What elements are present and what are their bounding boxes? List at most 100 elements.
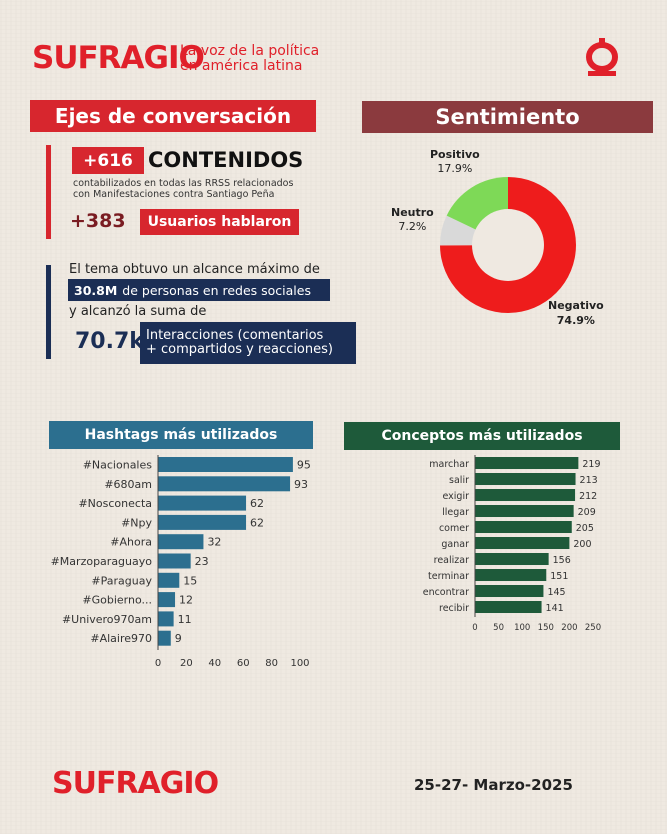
bar-4 — [475, 521, 572, 533]
value-label: 95 — [297, 459, 311, 472]
alcance-text3: y alcanzó la suma de — [69, 304, 207, 319]
alcance-text1: El tema obtuvo un alcance máximo de — [69, 262, 320, 277]
tagline: La voz de la política en américa latina — [180, 44, 319, 74]
x-tick-label: 100 — [514, 623, 530, 633]
positivo-label-value: 17.9% — [437, 162, 473, 175]
category-label: comer — [439, 523, 469, 534]
x-tick-label: 100 — [290, 658, 309, 667]
value-label: 145 — [547, 587, 565, 598]
category-label: #Npy — [121, 516, 152, 529]
footer-date: 25-27- Marzo-2025 — [414, 776, 573, 794]
category-label: recibir — [439, 603, 469, 614]
category-label: #Marzoparaguayo — [51, 555, 153, 568]
x-tick-label: 40 — [208, 658, 221, 667]
category-label: #Alaire970 — [90, 632, 152, 645]
value-label: 151 — [550, 571, 568, 582]
bar-7 — [475, 569, 547, 581]
category-label: #Nosconecta — [78, 497, 152, 510]
bar-3 — [158, 514, 247, 530]
neutro-label: Neutro 7.2% — [391, 206, 434, 234]
x-tick-label: 200 — [561, 623, 577, 633]
bar-4 — [158, 534, 204, 550]
value-label: 205 — [576, 523, 594, 534]
alcance-accent-bar — [46, 265, 51, 359]
x-tick-label: 80 — [265, 658, 278, 667]
ejes-header: Ejes de conversación — [30, 100, 316, 132]
contenidos-label: CONTENIDOS — [148, 148, 304, 172]
bar-9 — [475, 601, 542, 613]
tagline-line2: en américa latina — [180, 58, 303, 74]
alcance-pill: 30.8M de personas en redes sociales — [68, 279, 330, 301]
x-tick-label: 150 — [538, 623, 554, 633]
bar-0 — [158, 457, 293, 472]
x-tick-label: 0 — [155, 658, 161, 667]
bar-6 — [475, 553, 549, 565]
contenidos-desc-line2: con Manifestaciones contra Santiago Peña — [73, 189, 275, 200]
ejes-accent-bar — [46, 145, 51, 239]
bar-0 — [475, 457, 579, 469]
value-label: 213 — [580, 475, 598, 486]
interacciones-pill: Interacciones (comentarios + compartidos… — [140, 322, 356, 364]
hashtags-bar-chart: #Nacionales 95 #680am 93 #Nosconecta 62 #Npy 62… — [51, 455, 311, 667]
x-tick-label: 250 — [585, 623, 601, 633]
x-tick-label: 20 — [180, 658, 193, 667]
value-label: 156 — [553, 555, 571, 566]
value-label: 62 — [250, 497, 264, 510]
tagline-line1: La voz de la política — [180, 43, 320, 59]
value-label: 15 — [183, 574, 197, 587]
contenidos-count: +616 — [72, 147, 144, 174]
conceptos-bar-chart: marchar 219 salir 213 exigir 212 llegar 209 come… — [423, 455, 601, 633]
value-label: 219 — [582, 459, 600, 470]
value-label: 209 — [578, 507, 596, 518]
contenidos-desc: contabilizados en todas las RRSS relacio… — [73, 178, 333, 200]
bar-7 — [158, 592, 176, 608]
value-label: 141 — [546, 603, 564, 614]
alcance-value: 30.8M — [74, 282, 118, 298]
interacciones-label2: + compartidos y reacciones) — [146, 342, 333, 357]
negativo-label: Negativo 74.9% — [548, 298, 604, 328]
bar-9 — [158, 630, 171, 646]
value-label: 9 — [175, 632, 182, 645]
category-label: encontrar — [423, 587, 469, 598]
x-tick-label: 60 — [237, 658, 250, 667]
sufragio-mark-icon — [586, 38, 618, 76]
category-label: #Univero970am — [62, 613, 152, 626]
sufragio-logo: SUFRAGIO — [32, 40, 205, 76]
bar-5 — [475, 537, 570, 549]
category-label: #Ahora — [110, 536, 152, 549]
category-label: #Gobierno... — [82, 594, 152, 607]
category-label: marchar — [429, 459, 469, 470]
bar-8 — [158, 611, 174, 627]
x-tick-label: 0 — [472, 623, 477, 633]
bar-3 — [475, 505, 574, 517]
category-label: llegar — [442, 507, 469, 518]
interacciones-label1: Interacciones (comentarios — [146, 328, 324, 343]
value-label: 12 — [179, 594, 193, 607]
value-label: 32 — [207, 536, 221, 549]
category-label: salir — [449, 475, 469, 486]
bar-1 — [158, 476, 291, 492]
bar-8 — [475, 585, 544, 597]
bar-2 — [158, 495, 247, 511]
donut-hole — [472, 209, 544, 281]
contenidos-desc-line1: contabilizados en todas las RRSS relacio… — [73, 178, 294, 189]
category-label: realizar — [434, 555, 469, 566]
sentimiento-donut-chart — [440, 177, 576, 313]
value-label: 23 — [195, 555, 209, 568]
category-label: #680am — [104, 478, 152, 491]
x-tick-label: 50 — [493, 623, 504, 633]
category-label: terminar — [428, 571, 469, 582]
value-label: 200 — [573, 539, 591, 550]
interacciones-value: 70.7k — [75, 329, 144, 354]
category-label: ganar — [441, 539, 469, 550]
value-label: 93 — [294, 478, 308, 491]
neutro-label-value: 7.2% — [398, 220, 427, 233]
negativo-label-value: 74.9% — [556, 314, 595, 327]
positivo-label-name: Positivo — [430, 148, 480, 161]
value-label: 11 — [178, 613, 192, 626]
footer-sufragio-logo: SUFRAGIO — [52, 766, 219, 801]
bar-2 — [475, 489, 576, 501]
alcance-text2: de personas en redes sociales — [122, 282, 311, 298]
bar-1 — [475, 473, 576, 485]
sentimiento-header: Sentimiento — [362, 101, 653, 133]
